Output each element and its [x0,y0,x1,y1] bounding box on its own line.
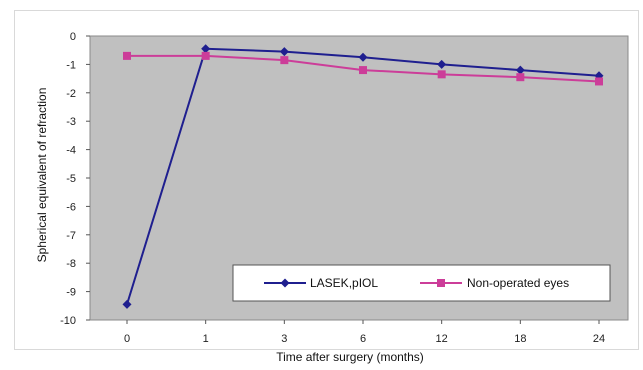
x-axis-ticks: 0 1 3 6 12 18 24 [124,320,605,345]
data-point [437,70,446,79]
series-layer [122,44,604,309]
x-tick-label: 6 [360,333,366,345]
data-point [123,51,131,60]
legend-label: Non-operated eyes [467,276,569,290]
y-axis-title: Spherical equivalent of refraction [35,88,49,263]
x-tick-label: 24 [593,333,605,345]
y-tick-label: -10 [60,315,76,327]
series-1 [122,44,604,309]
data-point [516,73,525,82]
data-point [280,56,289,65]
legend-marker [437,279,445,287]
data-point [595,77,603,86]
data-point [359,66,367,75]
y-tick-label: 0 [70,31,76,43]
y-tick-label: -2 [66,88,76,100]
data-point [515,65,525,75]
y-tick-label: -7 [66,230,76,242]
legend: LASEK,pIOL Non-operated eyes [232,264,611,302]
series-2 [123,51,603,86]
x-tick-label: 0 [124,333,130,345]
x-tick-label: 18 [514,333,526,345]
y-tick-label: -6 [66,201,76,213]
y-tick-label: -1 [66,59,76,71]
y-tick-label: -8 [66,258,76,270]
x-tick-label: 12 [436,333,448,345]
legend-item-2: Non-operated eyes [420,276,569,290]
data-point [201,51,210,60]
x-tick-label: 1 [203,333,209,345]
data-point [358,52,368,62]
y-tick-label: -9 [66,287,76,299]
y-tick-label: -4 [66,145,76,157]
y-tick-label: -5 [66,173,76,185]
chart-frame [14,10,639,350]
legend-marker [280,278,290,288]
data-point [201,44,211,54]
y-tick-label: -3 [66,116,76,128]
data-point [122,299,132,309]
legend-label: LASEK,pIOL [310,276,378,290]
x-tick-label: 3 [281,333,287,345]
data-point [437,59,447,69]
y-axis-ticks: 0 -1 -2 -3 -4 -5 -6 -7 -8 -9 -10 [60,31,90,327]
x-axis-title: Time after surgery (months) [276,350,424,364]
data-point [279,47,289,57]
legend-item-1: LASEK,pIOL [264,276,378,290]
